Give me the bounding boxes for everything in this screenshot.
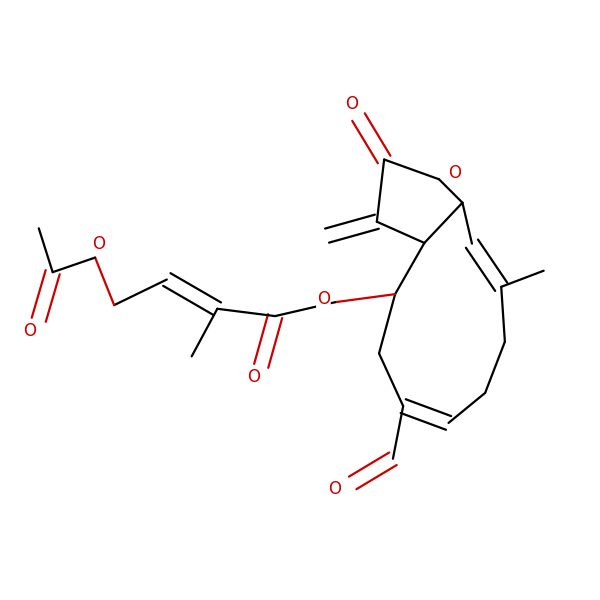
Text: O: O	[317, 290, 330, 308]
Text: O: O	[328, 480, 341, 498]
Text: O: O	[345, 95, 358, 113]
Text: O: O	[92, 235, 105, 253]
Text: O: O	[23, 322, 37, 340]
Text: O: O	[247, 368, 260, 386]
Text: O: O	[449, 164, 461, 182]
